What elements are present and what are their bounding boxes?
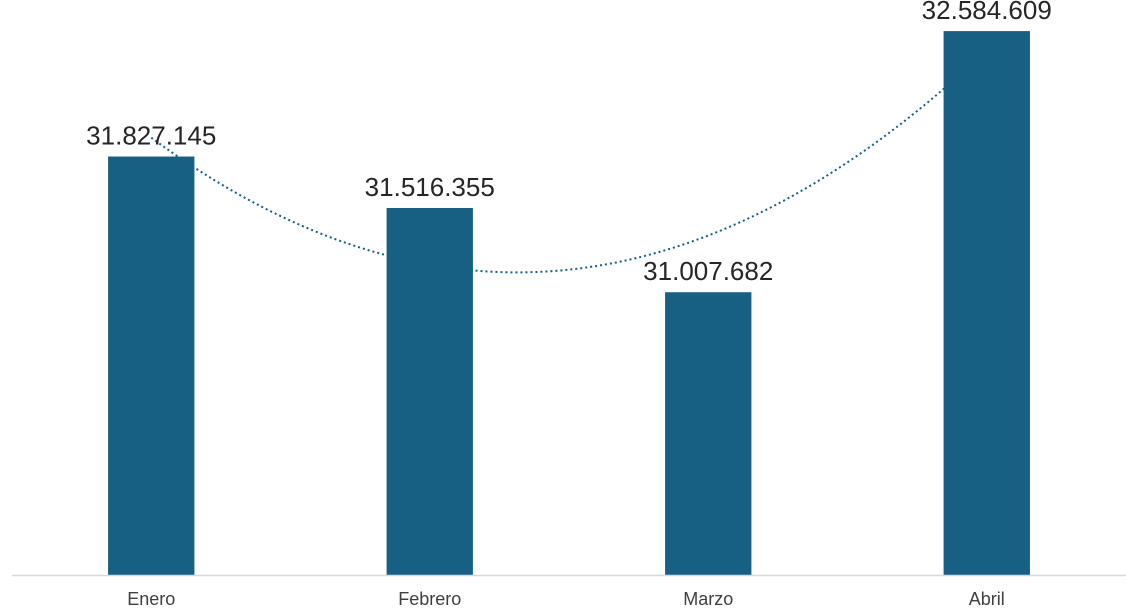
category-label-abril: Abril <box>969 589 1005 609</box>
category-label-marzo: Marzo <box>683 589 733 609</box>
bar-abril <box>943 31 1030 575</box>
category-label-enero: Enero <box>127 589 175 609</box>
value-labels-group: 31.827.145 31.516.355 31.007.682 32.584.609 <box>86 0 1052 286</box>
data-label-febrero: 31.516.355 <box>365 172 495 202</box>
trendline <box>150 49 988 274</box>
data-label-enero: 31.827.145 <box>86 121 216 151</box>
data-label-marzo: 31.007.682 <box>643 256 773 286</box>
category-label-febrero: Febrero <box>398 589 461 609</box>
category-labels-group: Enero Febrero Marzo Abril <box>127 589 1005 609</box>
bars-group <box>108 31 1030 575</box>
data-label-abril: 32.584.609 <box>922 0 1052 25</box>
bar-marzo <box>665 292 752 575</box>
bar-enero <box>108 156 195 575</box>
bar-febrero <box>386 207 473 575</box>
